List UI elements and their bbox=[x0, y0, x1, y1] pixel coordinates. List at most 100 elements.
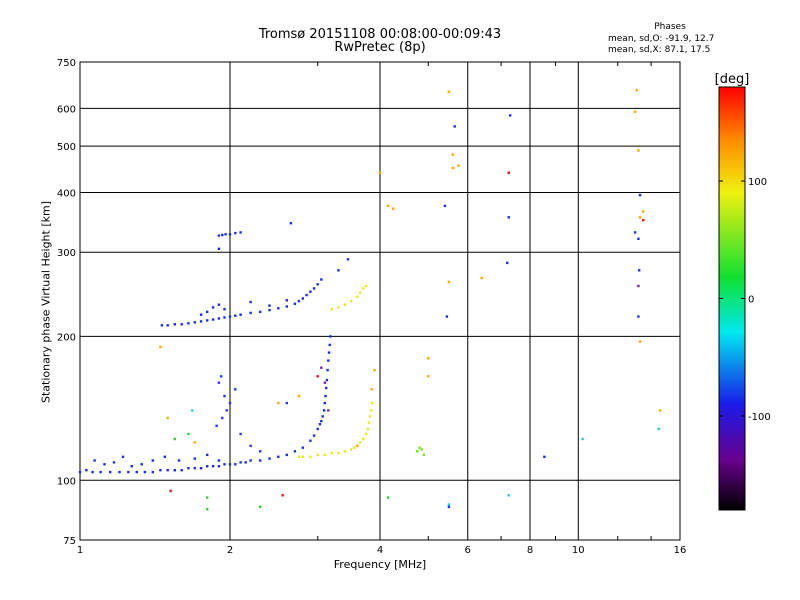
data-point bbox=[228, 233, 232, 236]
data-point bbox=[327, 359, 330, 362]
data-point bbox=[293, 302, 297, 305]
data-point bbox=[225, 409, 228, 412]
data-point bbox=[637, 284, 640, 288]
data-point bbox=[327, 351, 331, 354]
data-point bbox=[135, 470, 138, 474]
data-point bbox=[638, 269, 641, 272]
data-point bbox=[289, 222, 293, 225]
data-point bbox=[301, 446, 304, 449]
data-point bbox=[418, 446, 421, 449]
data-point bbox=[166, 469, 169, 472]
data-point bbox=[309, 439, 312, 442]
data-point bbox=[277, 307, 280, 310]
data-point bbox=[316, 453, 319, 457]
data-point bbox=[206, 508, 209, 511]
data-point bbox=[642, 210, 645, 213]
data-point bbox=[364, 284, 368, 288]
data-point bbox=[422, 453, 426, 457]
data-point bbox=[642, 219, 645, 222]
data-point bbox=[637, 149, 640, 152]
data-point bbox=[581, 437, 584, 441]
data-point bbox=[180, 323, 183, 326]
data-point bbox=[193, 457, 196, 460]
data-point bbox=[359, 291, 362, 294]
x-tick-label: 6 bbox=[465, 545, 471, 556]
data-point bbox=[228, 315, 232, 318]
data-point bbox=[206, 319, 209, 322]
data-point bbox=[211, 306, 215, 309]
data-point bbox=[321, 415, 324, 418]
data-point bbox=[177, 459, 181, 462]
data-point bbox=[285, 299, 288, 302]
data-point bbox=[249, 300, 252, 304]
data-point bbox=[507, 494, 510, 497]
colorbar-unit-label: [deg] bbox=[715, 72, 750, 87]
data-point bbox=[297, 299, 301, 303]
y-tick-label: 600 bbox=[57, 104, 76, 115]
data-point bbox=[420, 448, 423, 451]
phase-stats-o: mean, sd,O: -91.9, 12.7 bbox=[608, 34, 715, 44]
data-point bbox=[93, 459, 96, 462]
data-point bbox=[217, 247, 221, 250]
data-point bbox=[451, 153, 454, 156]
data-point bbox=[109, 470, 112, 474]
x-tick-label: 4 bbox=[377, 545, 383, 556]
data-point bbox=[268, 308, 271, 312]
data-point bbox=[224, 233, 227, 236]
plot-frame bbox=[79, 61, 681, 541]
data-point bbox=[166, 416, 169, 420]
data-point bbox=[234, 388, 237, 391]
data-point bbox=[416, 450, 419, 453]
data-point bbox=[191, 409, 194, 412]
data-point bbox=[325, 378, 329, 382]
data-point bbox=[297, 394, 301, 398]
data-point bbox=[301, 455, 304, 458]
data-point bbox=[337, 306, 340, 309]
data-point bbox=[322, 409, 326, 412]
data-point bbox=[507, 216, 510, 219]
data-point bbox=[346, 258, 350, 261]
data-point bbox=[633, 110, 637, 113]
data-point bbox=[635, 88, 638, 92]
y-tick-label: 300 bbox=[57, 248, 76, 259]
data-point bbox=[239, 461, 242, 464]
data-point bbox=[103, 463, 106, 466]
data-point bbox=[118, 470, 121, 474]
data-point bbox=[356, 295, 359, 298]
x-axis-label: Frequency [MHz] bbox=[333, 558, 427, 571]
data-point bbox=[217, 317, 221, 320]
data-point bbox=[324, 394, 327, 398]
data-point bbox=[228, 463, 232, 466]
data-point bbox=[221, 416, 224, 420]
data-point bbox=[330, 308, 333, 311]
data-point bbox=[206, 453, 209, 457]
data-point bbox=[443, 204, 447, 208]
data-point bbox=[453, 125, 456, 128]
data-point bbox=[277, 455, 280, 458]
colorbar-tick-label: 0 bbox=[748, 295, 754, 306]
data-point bbox=[480, 276, 483, 280]
data-point bbox=[327, 409, 330, 412]
data-point bbox=[281, 494, 284, 497]
data-point bbox=[637, 315, 640, 318]
data-point bbox=[173, 323, 176, 326]
data-point bbox=[447, 90, 451, 93]
data-point bbox=[223, 394, 226, 398]
data-point bbox=[259, 310, 262, 314]
data-point bbox=[507, 171, 510, 174]
data-point bbox=[193, 467, 196, 470]
data-point bbox=[211, 318, 215, 321]
data-point bbox=[361, 287, 365, 290]
data-point bbox=[169, 489, 172, 493]
data-point bbox=[638, 216, 642, 219]
y-tick-label: 200 bbox=[57, 332, 76, 343]
data-point bbox=[163, 455, 166, 458]
colorbar bbox=[718, 86, 746, 511]
data-point bbox=[349, 299, 353, 303]
data-point bbox=[187, 322, 190, 325]
data-point bbox=[160, 324, 164, 327]
data-point bbox=[217, 381, 221, 384]
data-point bbox=[657, 427, 660, 431]
y-tick-label: 75 bbox=[63, 536, 76, 547]
